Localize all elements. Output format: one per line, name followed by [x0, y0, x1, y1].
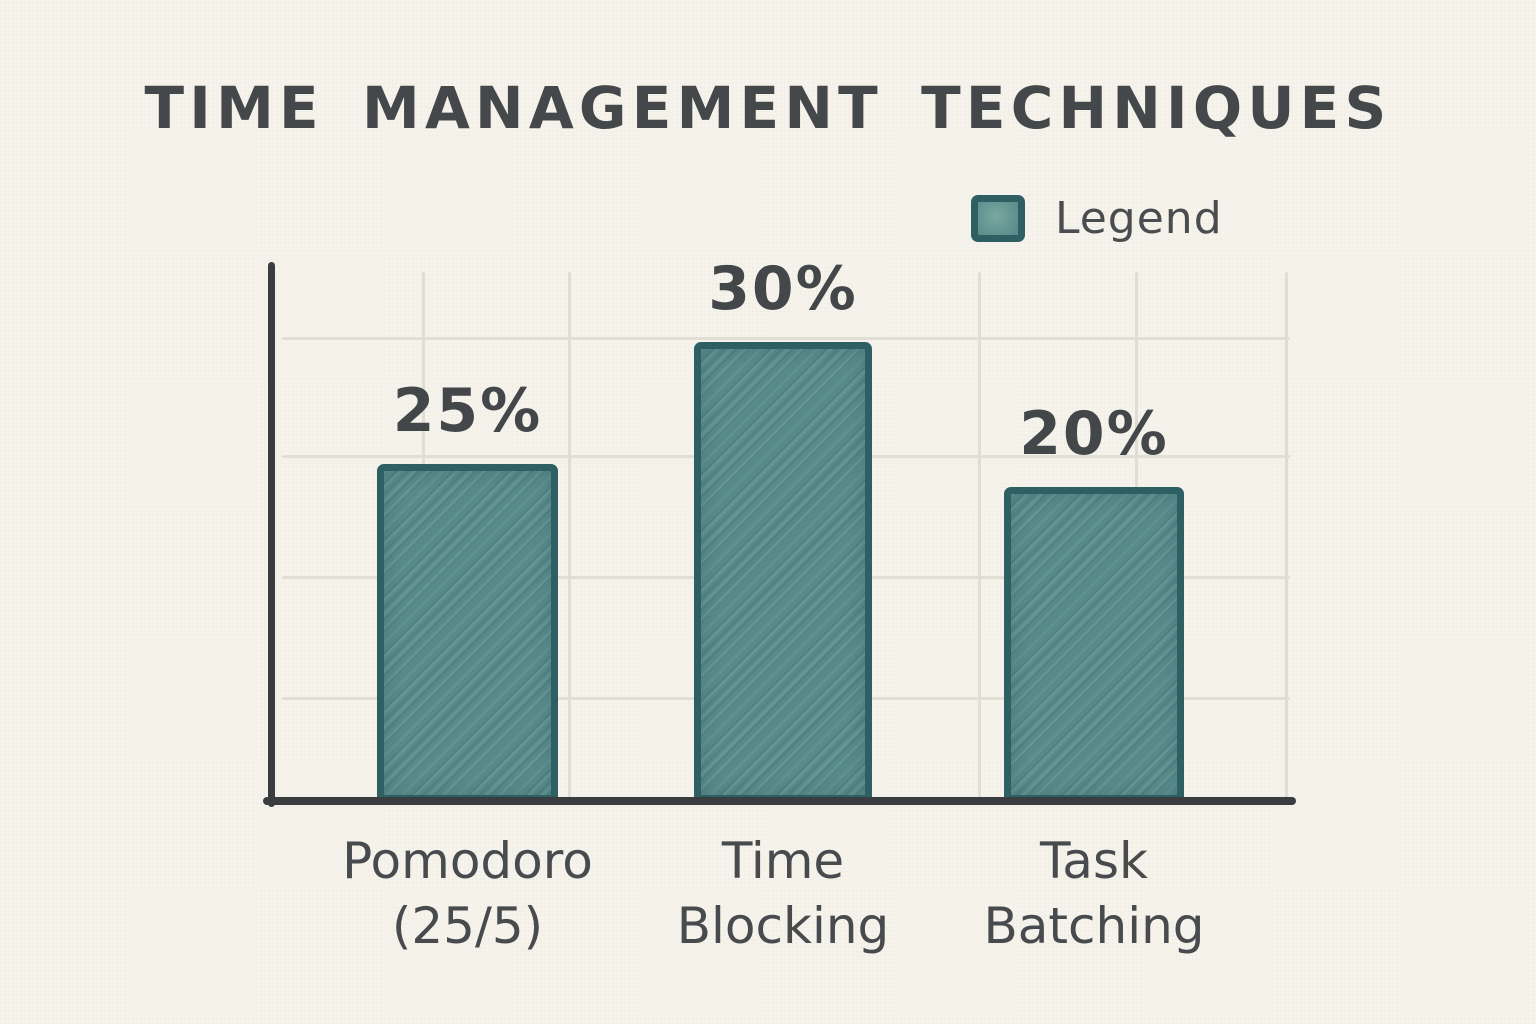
category-label-pomodoro-25-5: Pomodoro (25/5) — [342, 829, 593, 959]
category-label-line: Blocking — [676, 897, 890, 955]
x-axis-line — [263, 797, 1296, 805]
legend-label: Legend — [1055, 193, 1223, 244]
gridline-vertical — [1285, 272, 1288, 798]
bar-value-label: 20% — [1019, 399, 1169, 469]
category-label-line: Task — [1040, 832, 1148, 890]
bar-time-blocking — [694, 342, 872, 802]
legend: Legend — [971, 193, 1223, 244]
chart-title: TIME MANAGEMENT TECHNIQUES — [144, 74, 1392, 142]
category-label-line: (25/5) — [391, 897, 544, 955]
gridline-horizontal — [282, 337, 1290, 340]
category-label-time-blocking: Time Blocking — [677, 829, 890, 959]
y-axis-line — [268, 262, 275, 807]
category-label-line: Time — [721, 832, 845, 890]
category-label-line: Pomodoro — [342, 832, 593, 890]
bar-task-batching — [1004, 487, 1184, 802]
bar-pomodoro-25-5 — [377, 464, 558, 802]
category-label-task-batching: Task Batching — [983, 829, 1204, 959]
gridline-vertical — [568, 272, 571, 798]
bar-value-label: 30% — [708, 254, 858, 324]
bar-value-label: 25% — [392, 376, 543, 446]
category-label-line: Batching — [983, 897, 1205, 955]
legend-swatch-icon — [971, 195, 1025, 242]
gridline-vertical — [978, 272, 981, 798]
